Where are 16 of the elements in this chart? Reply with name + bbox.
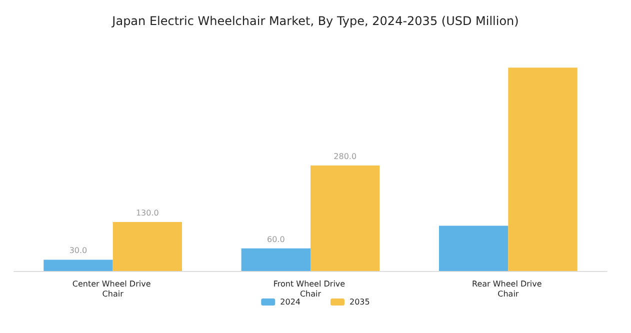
x-tick-label: Rear Wheel Drive Chair bbox=[472, 280, 544, 298]
legend-label: 2035 bbox=[350, 298, 370, 306]
data-label: 60.0 bbox=[267, 234, 285, 244]
legend-label: 2024 bbox=[280, 298, 300, 306]
bar bbox=[112, 222, 182, 271]
data-label: 30.0 bbox=[69, 246, 88, 256]
bar bbox=[241, 248, 310, 271]
x-tick-label: Front Wheel Drive Chair bbox=[273, 280, 348, 298]
data-label: 130.0 bbox=[136, 208, 159, 218]
data-label: 280.0 bbox=[334, 152, 357, 162]
bar bbox=[310, 166, 380, 271]
bar bbox=[438, 226, 508, 271]
bar bbox=[44, 260, 113, 271]
chart-title: Japan Electric Wheelchair Market, By Type, 2024-2035 (USD Million) bbox=[111, 14, 519, 28]
x-tick-label: Center Wheel Drive Chair bbox=[72, 280, 154, 298]
bar bbox=[508, 68, 578, 271]
